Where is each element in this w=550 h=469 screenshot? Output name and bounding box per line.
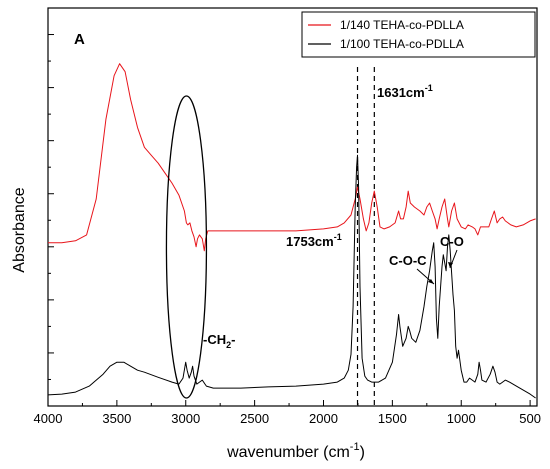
y-axis-title: Absorbance: [11, 187, 28, 272]
series-line-1: [48, 63, 536, 252]
panel-label: A: [74, 31, 85, 48]
plot-border: [47, 7, 538, 407]
x-tick-label: 2500: [240, 411, 269, 426]
annotation-co: C-O: [440, 234, 464, 249]
annotation-coc: C-O-C: [389, 253, 427, 268]
x-axis-title: wavenumber (cm-1): [226, 441, 365, 461]
annotation-1631: 1631cm-1: [377, 83, 433, 100]
annotation-ch2: -CH2-: [203, 332, 235, 350]
legend-entry-2: 1/100 TEHA-co-PDLLA: [340, 37, 464, 51]
x-tick-label: 1500: [378, 411, 407, 426]
reference-lines: [356, 67, 375, 406]
x-tick-label: 3500: [102, 411, 131, 426]
plot-frame: [47, 7, 538, 407]
series-line-2: [47, 154, 536, 399]
x-tick-labels: 4000 3500 3000 2500 2000 1500 1000 500: [34, 411, 541, 426]
x-tick-label: 4000: [34, 411, 63, 426]
annotation-1753: 1753cm-1: [286, 232, 342, 249]
x-tick-label: 2000: [309, 411, 338, 426]
ch2-highlight-ellipse: [165, 95, 208, 399]
x-tick-label: 1000: [447, 411, 476, 426]
x-tick-label: 500: [519, 411, 541, 426]
annotation-arrows: [416, 249, 458, 285]
series-layer: [47, 63, 536, 399]
legend: 1/140 TEHA-co-PDLLA 1/100 TEHA-co-PDLLA: [301, 11, 536, 58]
legend-entry-1: 1/140 TEHA-co-PDLLA: [340, 18, 464, 32]
legend-box: [301, 11, 536, 58]
x-tick-label: 3000: [171, 411, 200, 426]
